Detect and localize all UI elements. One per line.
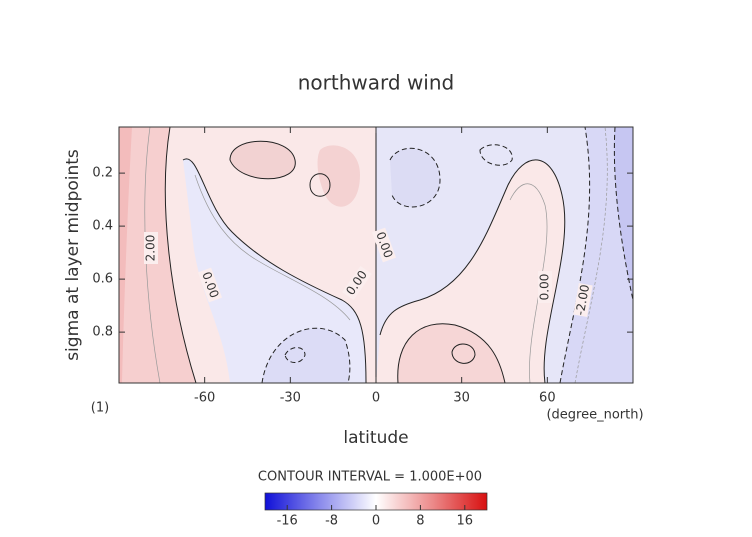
contour-label: 2.00 bbox=[144, 235, 158, 262]
y-tick-label: 0.4 bbox=[92, 219, 113, 234]
contour-label-bg bbox=[342, 265, 372, 301]
y-tick-label: 0.6 bbox=[92, 272, 113, 287]
contour-label-bg bbox=[197, 267, 223, 303]
y-tick-label: 0.2 bbox=[92, 166, 113, 181]
colorbar-tick-label: 16 bbox=[457, 514, 474, 529]
contour-label-bg bbox=[538, 271, 552, 303]
contour-label-bg bbox=[573, 283, 593, 317]
colorbar-tick-label: 8 bbox=[416, 514, 424, 529]
y-axis-label: sigma at layer midpoints bbox=[63, 149, 83, 361]
x-tick-label: 30 bbox=[453, 391, 470, 406]
x-tick-label: -60 bbox=[194, 391, 215, 406]
colorbar-tick-label: 0 bbox=[372, 514, 380, 529]
colorbar-tick-label: -8 bbox=[325, 514, 338, 529]
x-tick-label: 60 bbox=[539, 391, 556, 406]
corner-label: (1) bbox=[91, 401, 109, 416]
x-axis-label: latitude bbox=[343, 428, 408, 448]
contour-label: 0.00 bbox=[538, 274, 552, 301]
x-tick-label: -30 bbox=[280, 391, 301, 406]
contour-label-bg bbox=[144, 232, 158, 264]
contour-field bbox=[119, 127, 633, 383]
colorbar-tick-label: -16 bbox=[277, 514, 298, 529]
x-tick-label: 0 bbox=[372, 391, 380, 406]
contour-interval: CONTOUR INTERVAL = 1.000E+00 bbox=[258, 470, 482, 485]
x-units: (degree_north) bbox=[546, 408, 643, 423]
contour-label-bg bbox=[371, 227, 397, 263]
chart-title: northward wind bbox=[298, 71, 454, 95]
contour-label: -2.00 bbox=[573, 283, 592, 316]
y-tick-label: 0.8 bbox=[92, 325, 113, 340]
